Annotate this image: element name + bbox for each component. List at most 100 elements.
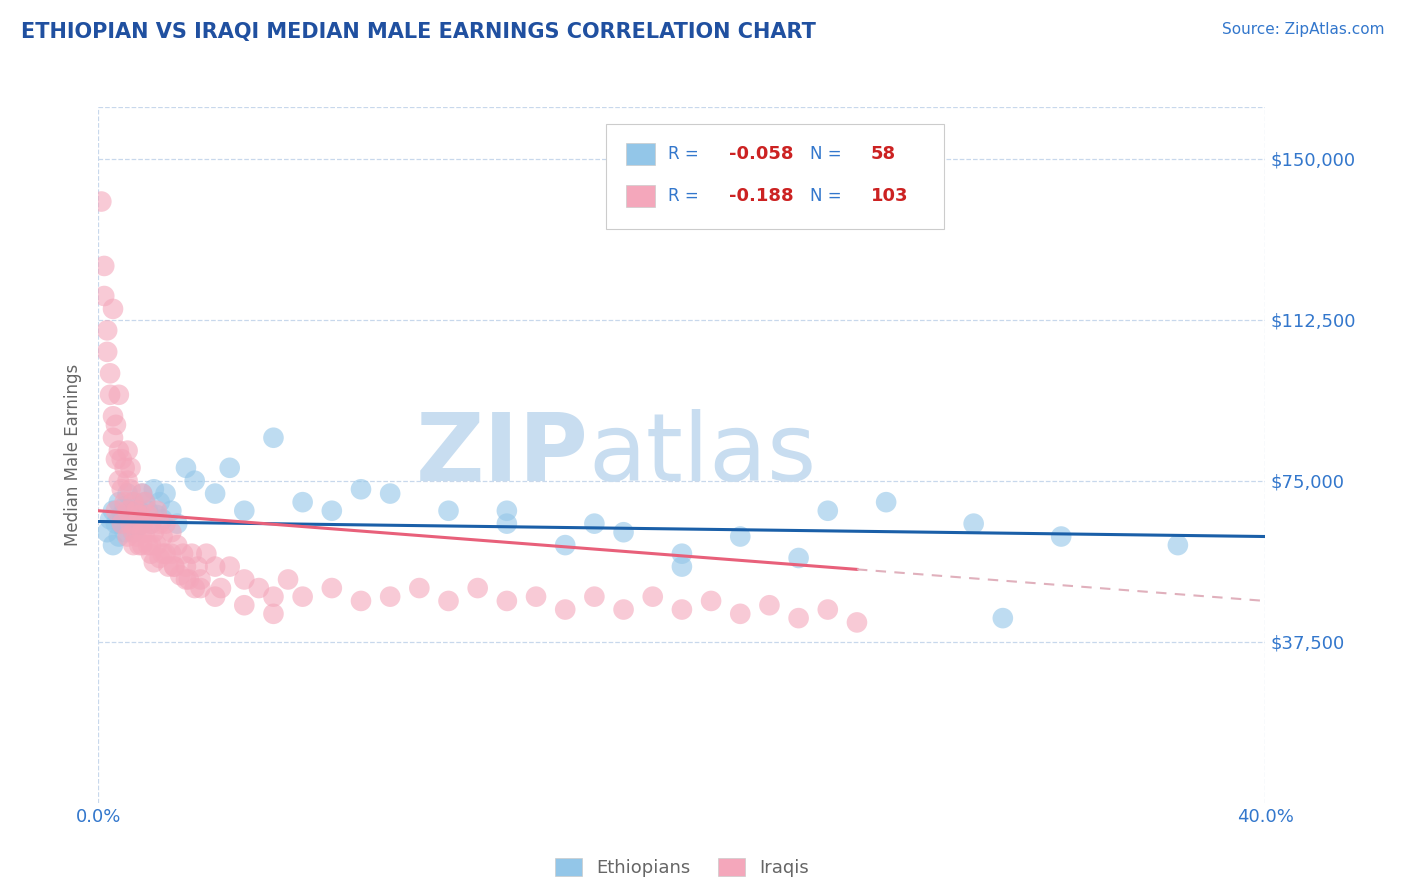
Point <box>1167 538 1189 552</box>
Point <box>142 483 165 497</box>
Point <box>758 599 780 613</box>
Point <box>204 559 226 574</box>
Point <box>120 504 142 518</box>
Point <box>321 581 343 595</box>
Point <box>101 301 124 316</box>
Point <box>93 289 115 303</box>
Point <box>104 417 127 432</box>
Point <box>174 559 197 574</box>
Point <box>152 529 174 543</box>
Text: -0.188: -0.188 <box>728 187 793 205</box>
Point <box>120 460 142 475</box>
Point <box>122 495 145 509</box>
Point <box>155 547 177 561</box>
Point <box>101 431 124 445</box>
Point <box>131 525 153 540</box>
Point <box>583 516 606 531</box>
Y-axis label: Median Male Earnings: Median Male Earnings <box>65 364 83 546</box>
Point <box>96 323 118 337</box>
FancyBboxPatch shape <box>606 124 945 229</box>
Point <box>96 525 118 540</box>
Point <box>190 573 212 587</box>
Point <box>111 516 134 531</box>
Legend: Ethiopians, Iraqis: Ethiopians, Iraqis <box>547 850 817 884</box>
Text: Source: ZipAtlas.com: Source: ZipAtlas.com <box>1222 22 1385 37</box>
Point <box>437 504 460 518</box>
FancyBboxPatch shape <box>626 185 655 207</box>
Point <box>139 516 162 531</box>
Point <box>700 594 723 608</box>
Point <box>218 460 240 475</box>
Point <box>149 495 172 509</box>
Point <box>875 495 897 509</box>
Text: 58: 58 <box>870 145 896 163</box>
Point <box>408 581 430 595</box>
Point <box>583 590 606 604</box>
Point <box>166 538 188 552</box>
Point <box>104 452 127 467</box>
Text: ZIP: ZIP <box>416 409 589 501</box>
Text: 103: 103 <box>870 187 908 205</box>
Point <box>350 594 373 608</box>
Point <box>131 486 153 500</box>
Text: N =: N = <box>810 145 848 163</box>
Point <box>152 547 174 561</box>
Point <box>277 573 299 587</box>
Point <box>155 486 177 500</box>
Point <box>111 508 134 522</box>
Point <box>991 611 1014 625</box>
Point <box>136 538 159 552</box>
Point <box>125 529 148 543</box>
Point <box>262 607 284 621</box>
Point <box>139 516 162 531</box>
Point <box>114 525 136 540</box>
Point <box>180 547 202 561</box>
Text: ETHIOPIAN VS IRAQI MEDIAN MALE EARNINGS CORRELATION CHART: ETHIOPIAN VS IRAQI MEDIAN MALE EARNINGS … <box>21 22 815 42</box>
Point <box>104 516 127 531</box>
Point <box>524 590 547 604</box>
Point <box>160 504 183 518</box>
Point <box>136 504 159 518</box>
Text: -0.058: -0.058 <box>728 145 793 163</box>
Point <box>146 538 169 552</box>
Text: N =: N = <box>810 187 848 205</box>
Point <box>114 460 136 475</box>
Point <box>195 547 218 561</box>
Point <box>111 452 134 467</box>
Point <box>134 495 156 509</box>
Point <box>108 443 131 458</box>
Point <box>204 486 226 500</box>
Point <box>209 581 232 595</box>
Point <box>183 581 205 595</box>
Point <box>98 388 121 402</box>
Point <box>233 599 256 613</box>
Point <box>177 573 200 587</box>
Point <box>291 495 314 509</box>
Point <box>787 611 810 625</box>
Point <box>136 508 159 522</box>
Point <box>163 559 186 574</box>
Point <box>204 590 226 604</box>
Point <box>291 590 314 604</box>
Point <box>98 367 121 381</box>
Point <box>163 559 186 574</box>
Point <box>122 525 145 540</box>
Point <box>96 344 118 359</box>
Point <box>114 495 136 509</box>
Point <box>1050 529 1073 543</box>
Point <box>146 504 169 518</box>
Point <box>93 259 115 273</box>
Point <box>117 443 139 458</box>
Point <box>108 495 131 509</box>
Point <box>101 409 124 424</box>
Point <box>111 516 134 531</box>
Point <box>117 529 139 543</box>
Point <box>321 504 343 518</box>
Point <box>612 525 634 540</box>
Point <box>125 508 148 522</box>
Point <box>166 516 188 531</box>
Point <box>108 388 131 402</box>
Point <box>131 486 153 500</box>
Point <box>139 538 162 552</box>
Point <box>134 525 156 540</box>
